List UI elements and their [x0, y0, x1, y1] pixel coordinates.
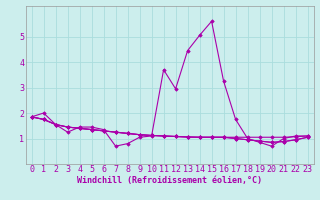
X-axis label: Windchill (Refroidissement éolien,°C): Windchill (Refroidissement éolien,°C): [77, 176, 262, 185]
